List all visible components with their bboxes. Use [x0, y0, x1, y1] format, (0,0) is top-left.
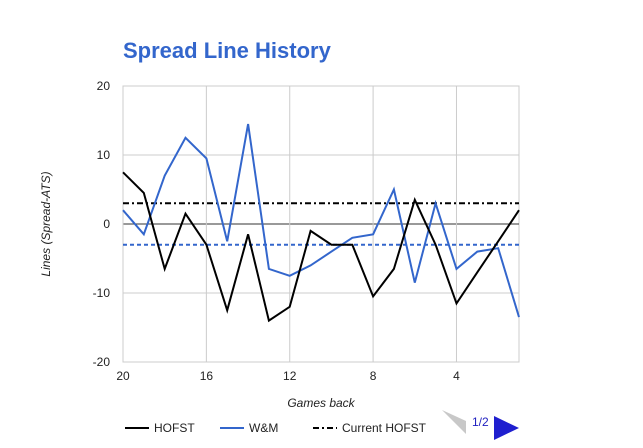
x-tick-label: 16	[200, 369, 214, 383]
y-tick-label: 20	[97, 79, 111, 93]
x-axis-ticks: 20 16 12 8 4	[116, 369, 460, 383]
x-tick-label: 8	[370, 369, 377, 383]
series-line-hofst	[122, 171, 520, 323]
legend-label: W&M	[249, 421, 278, 435]
y-tick-label: 0	[103, 217, 110, 231]
y-tick-label: -10	[93, 286, 111, 300]
series-line-w-m	[122, 123, 520, 318]
grid-lines	[122, 85, 520, 363]
chart-title: Spread Line History	[123, 38, 331, 63]
page-indicator: 1/2	[472, 415, 489, 429]
y-axis-ticks: 20 10 0 -10 -20	[93, 79, 111, 369]
next-page-arrow-icon[interactable]	[494, 416, 519, 440]
y-tick-label: -20	[93, 355, 111, 369]
y-axis-label: Lines (Spread-ATS)	[39, 171, 53, 276]
x-tick-label: 12	[283, 369, 297, 383]
prev-page-arrow-icon[interactable]	[442, 410, 466, 434]
x-tick-label: 20	[116, 369, 130, 383]
legend: HOFST W&M Current HOFST	[125, 421, 427, 435]
plot-area	[122, 123, 520, 323]
legend-label: Current HOFST	[342, 421, 427, 435]
y-tick-label: 10	[97, 148, 111, 162]
x-tick-label: 4	[453, 369, 460, 383]
x-axis-label: Games back	[287, 396, 355, 410]
legend-label: HOFST	[154, 421, 195, 435]
